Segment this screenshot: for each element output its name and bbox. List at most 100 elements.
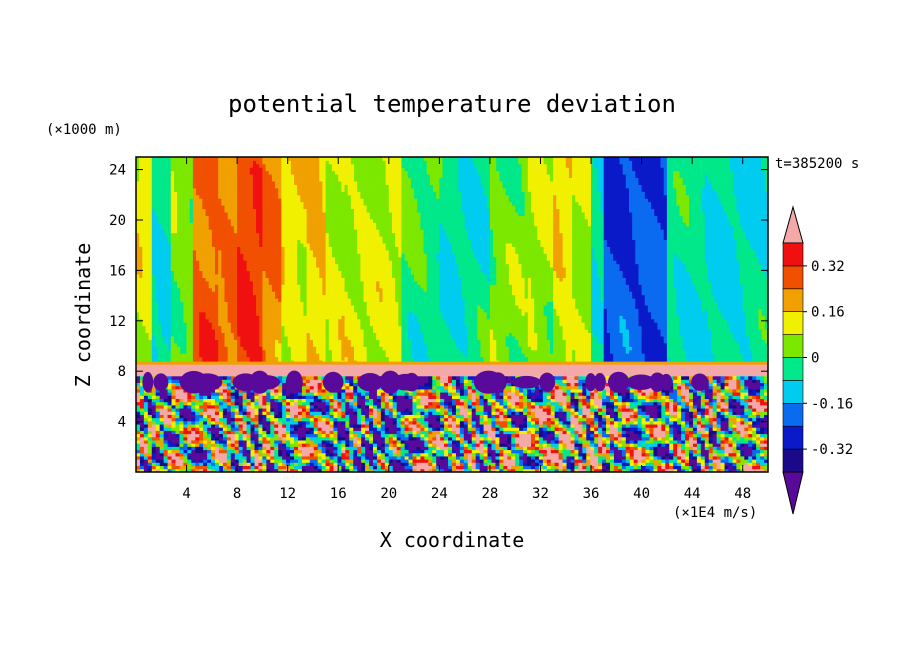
heatmap-cell	[538, 414, 544, 419]
heatmap-cell	[203, 452, 208, 457]
heatmap-cell	[349, 459, 354, 463]
heatmap-cell	[282, 430, 287, 435]
heatmap-cell	[159, 443, 165, 447]
heatmap-cell	[282, 465, 287, 470]
heatmap-cell	[357, 449, 362, 454]
heatmap-cell	[420, 404, 425, 409]
heatmap-cell	[499, 430, 504, 435]
heatmap-cell	[175, 456, 180, 460]
heatmap-cell	[357, 253, 361, 320]
heatmap-cell	[677, 465, 682, 470]
heatmap-cell	[519, 427, 524, 431]
heatmap-cell	[483, 401, 488, 406]
heatmap-cell	[313, 456, 319, 460]
heatmap-cell	[365, 452, 370, 457]
heatmap-cell	[503, 449, 508, 454]
heatmap-cell	[503, 459, 508, 463]
heatmap-cell	[259, 167, 263, 247]
heatmap-cell	[400, 389, 405, 393]
heatmap-cell	[151, 468, 157, 472]
heatmap-cell	[436, 198, 440, 254]
heatmap-cell	[275, 356, 279, 365]
heatmap-cell	[183, 459, 188, 463]
heatmap-cell	[625, 449, 631, 454]
heatmap-cell	[337, 417, 342, 422]
heatmap-cell	[511, 417, 516, 422]
heatmap-cell	[266, 465, 271, 470]
heatmap-cell	[436, 411, 441, 415]
heatmap-cell	[396, 459, 402, 463]
heatmap-cell	[444, 465, 449, 470]
heatmap-cell	[360, 157, 364, 199]
heatmap-cell	[294, 404, 299, 409]
heatmap-cell	[163, 414, 168, 419]
heatmap-cell	[250, 401, 255, 406]
heatmap-cell	[685, 385, 690, 390]
heatmap-cell	[558, 404, 563, 409]
heatmap-cell	[254, 395, 259, 399]
heatmap-cell	[546, 433, 552, 438]
heatmap-cell	[503, 433, 508, 438]
heatmap-cell	[380, 408, 386, 412]
heatmap-cell	[487, 449, 492, 454]
heatmap-cell	[380, 411, 386, 415]
heatmap-cell	[459, 440, 465, 444]
heatmap-cell	[384, 424, 390, 428]
heatmap-cell	[689, 452, 694, 457]
heatmap-cell	[369, 325, 374, 365]
heatmap-cell	[467, 157, 472, 241]
heatmap-cell	[282, 395, 287, 399]
heatmap-cell	[534, 408, 540, 412]
heatmap-cell	[282, 462, 287, 467]
heatmap-cell	[416, 468, 421, 472]
heatmap-cell	[692, 284, 696, 365]
heatmap-cell	[369, 468, 374, 472]
heatmap-cell	[600, 301, 605, 344]
heatmap-cell	[250, 404, 255, 409]
heatmap-cell	[175, 389, 180, 393]
heatmap-cell	[594, 336, 598, 365]
heatmap-cell	[222, 456, 228, 460]
heatmap-cell	[499, 449, 504, 454]
heatmap-cell	[205, 318, 210, 365]
heatmap-cell	[227, 157, 232, 220]
heatmap-cell	[398, 256, 402, 327]
heatmap-cell	[309, 249, 314, 340]
heatmap-cell	[286, 398, 291, 403]
heatmap-cell	[689, 414, 694, 419]
heatmap-cell	[187, 430, 192, 435]
heatmap-cell	[570, 462, 575, 467]
heatmap-cell	[641, 353, 646, 365]
heatmap-cell	[395, 301, 399, 365]
heatmap-cell	[167, 446, 172, 451]
heatmap-cell	[254, 436, 259, 441]
heatmap-cell	[479, 449, 484, 454]
heatmap-cell	[290, 401, 295, 406]
heatmap-cell	[240, 157, 244, 254]
heatmap-cell	[475, 420, 481, 425]
heatmap-cell	[155, 420, 161, 425]
heatmap-cell	[175, 468, 180, 472]
heatmap-cell	[681, 379, 686, 384]
heatmap-cell	[613, 465, 619, 470]
heatmap-cell	[309, 404, 315, 409]
heatmap-cell	[452, 446, 457, 451]
heatmap-cell	[376, 440, 382, 444]
heatmap-cell	[696, 459, 702, 463]
heatmap-cell	[669, 404, 674, 409]
heatmap-cell	[325, 436, 330, 441]
heatmap-cell	[515, 452, 520, 457]
heatmap-cell	[297, 430, 303, 435]
heatmap-cell	[657, 456, 662, 460]
heatmap-cell	[440, 408, 445, 412]
heatmap-cell	[301, 427, 307, 431]
heatmap-cell	[673, 465, 678, 470]
heatmap-cell	[412, 420, 417, 425]
heatmap-cell	[582, 382, 587, 387]
heatmap-cell	[345, 427, 350, 431]
heatmap-cell	[373, 401, 378, 406]
heatmap-cell	[531, 414, 536, 419]
heatmap-cell	[313, 462, 319, 467]
heatmap-cell	[404, 443, 409, 447]
heatmap-cell	[629, 417, 635, 422]
